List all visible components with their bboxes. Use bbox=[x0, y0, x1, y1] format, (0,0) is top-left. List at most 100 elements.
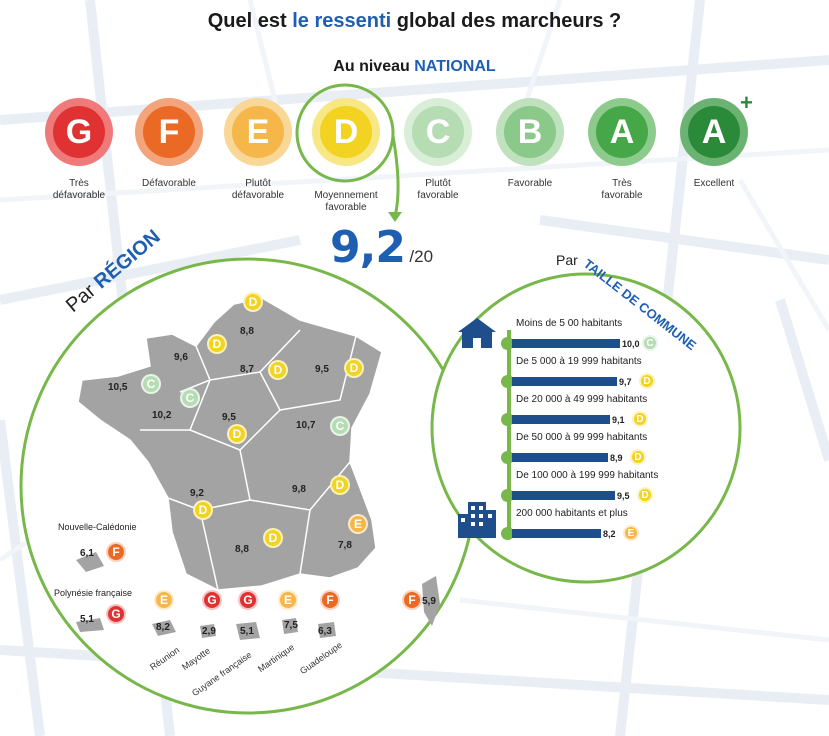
region-grade-badge: C bbox=[330, 416, 350, 436]
grade-circle-5: C bbox=[404, 98, 472, 166]
commune-heading: Par bbox=[556, 252, 578, 268]
overseas-value: 6,3 bbox=[318, 626, 332, 637]
region-grade-badge: D bbox=[268, 360, 288, 380]
commune-bar bbox=[512, 453, 608, 462]
grade-circle-7: A bbox=[588, 98, 656, 166]
arrow-head-icon bbox=[388, 212, 402, 222]
commune-bar bbox=[512, 491, 615, 500]
region-grade-badge: D bbox=[193, 500, 213, 520]
region-grade-badge: E bbox=[348, 514, 368, 534]
region-value: 9,8 bbox=[292, 484, 306, 495]
region-value: 8,7 bbox=[240, 364, 254, 375]
grade-circle-4: D bbox=[312, 98, 380, 166]
region-value: 10,2 bbox=[152, 410, 172, 421]
region-value: 9,5 bbox=[315, 364, 329, 375]
commune-bar-value: 10,0 bbox=[622, 339, 640, 349]
national-subtitle: Au niveau NATIONAL bbox=[0, 58, 829, 76]
overseas-value: 8,2 bbox=[156, 622, 170, 633]
region-value: 7,8 bbox=[338, 540, 352, 551]
grade-label: Très défavorable bbox=[52, 178, 106, 201]
commune-bar-value: 8,9 bbox=[610, 453, 623, 463]
commune-row-label: De 50 000 à 99 999 habitants bbox=[516, 432, 648, 443]
region-value: 9,5 bbox=[222, 412, 236, 423]
region-value: 9,6 bbox=[174, 352, 188, 363]
subtitle-highlight: NATIONAL bbox=[414, 58, 496, 75]
commune-bar bbox=[512, 339, 620, 348]
region-value: 9,2 bbox=[190, 488, 204, 499]
grade-letter: B bbox=[504, 106, 556, 158]
overseas-grade-badge: F bbox=[106, 542, 126, 562]
region-grade-badge: D bbox=[330, 475, 350, 495]
region-grade-badge: C bbox=[180, 388, 200, 408]
region-borders bbox=[140, 329, 357, 591]
commune-timeline-dot bbox=[501, 451, 514, 464]
overseas-name: Nouvelle-Calédonie bbox=[58, 522, 137, 532]
grade-letter: D bbox=[320, 106, 372, 158]
grade-circle-8: A bbox=[680, 98, 748, 166]
commune-grade-badge: D bbox=[630, 449, 646, 465]
title-text-end: global des marcheurs ? bbox=[396, 10, 622, 32]
grade-label: Plutôt défavorable bbox=[231, 178, 285, 201]
grade-circle-1: G bbox=[45, 98, 113, 166]
overseas-grade-badge: G bbox=[202, 590, 222, 610]
commune-grade-badge: C bbox=[642, 335, 658, 351]
house-icon bbox=[458, 318, 496, 348]
page-title: Quel est le ressenti global des marcheur… bbox=[0, 10, 829, 33]
grade-letter: E bbox=[232, 106, 284, 158]
grade-plus-sign: + bbox=[740, 90, 753, 115]
commune-timeline-dot bbox=[501, 527, 514, 540]
region-value: 10,7 bbox=[296, 420, 316, 431]
region-grade-badge: C bbox=[141, 374, 161, 394]
region-value: 10,5 bbox=[108, 382, 128, 393]
commune-row-label: De 5 000 à 19 999 habitants bbox=[516, 356, 642, 367]
commune-timeline bbox=[507, 330, 511, 535]
region-grade-badge: D bbox=[344, 358, 364, 378]
grade-label: Plutôt favorable bbox=[417, 178, 459, 201]
building-icon bbox=[458, 502, 496, 538]
commune-row-label: De 100 000 à 199 999 habitants bbox=[516, 470, 659, 481]
commune-row-label: Moins de 5 00 habitants bbox=[516, 318, 623, 329]
corsica-map bbox=[422, 576, 440, 626]
overseas-grade-badge: E bbox=[278, 590, 298, 610]
commune-bar-value: 9,1 bbox=[612, 415, 625, 425]
region-value: 8,8 bbox=[235, 544, 249, 555]
commune-bar-value: 8,2 bbox=[603, 529, 616, 539]
overseas-name: Polynésie française bbox=[54, 588, 133, 598]
grade-letter: G bbox=[53, 106, 105, 158]
title-highlight: le ressenti bbox=[292, 10, 392, 32]
overseas-grade-badge: G bbox=[238, 590, 258, 610]
commune-timeline-dot bbox=[501, 375, 514, 388]
grade-label: Moyennement favorable bbox=[314, 190, 378, 213]
national-score-value: 9,2 bbox=[330, 222, 406, 273]
grade-circle-2: F bbox=[135, 98, 203, 166]
commune-bar bbox=[512, 377, 617, 386]
overseas-grade-badge: F bbox=[320, 590, 340, 610]
overseas-value: 7,5 bbox=[284, 620, 298, 631]
grade-letter: C bbox=[412, 106, 464, 158]
grade-label: Défavorable bbox=[142, 178, 196, 189]
overseas-grade-badge: G bbox=[106, 604, 126, 624]
grade-label: Très favorable bbox=[601, 178, 643, 201]
overseas-grade-badge: E bbox=[154, 590, 174, 610]
grade-letter: F bbox=[143, 106, 195, 158]
commune-row-label: De 20 000 à 49 999 habitants bbox=[516, 394, 648, 405]
commune-timeline-dot bbox=[501, 489, 514, 502]
commune-grade-badge: D bbox=[632, 411, 648, 427]
grade-letter: A bbox=[596, 106, 648, 158]
commune-grade-badge: D bbox=[637, 487, 653, 503]
region-value: 5,9 bbox=[422, 596, 436, 607]
commune-bar bbox=[512, 529, 601, 538]
title-text-start: Quel est bbox=[207, 10, 287, 32]
grade-label: Favorable bbox=[507, 178, 553, 189]
commune-row-label: 200 000 habitants et plus bbox=[516, 508, 628, 519]
region-grade-badge: F bbox=[402, 590, 422, 610]
commune-timeline-dot bbox=[501, 413, 514, 426]
region-grade-badge: D bbox=[243, 292, 263, 312]
overseas-value: 5,1 bbox=[80, 614, 94, 625]
curved-arrow-icon bbox=[391, 135, 400, 217]
national-score-suffix: /20 bbox=[409, 247, 434, 266]
grade-circle-3: E bbox=[224, 98, 292, 166]
commune-bar bbox=[512, 415, 610, 424]
grade-label: Excellent bbox=[693, 178, 735, 189]
